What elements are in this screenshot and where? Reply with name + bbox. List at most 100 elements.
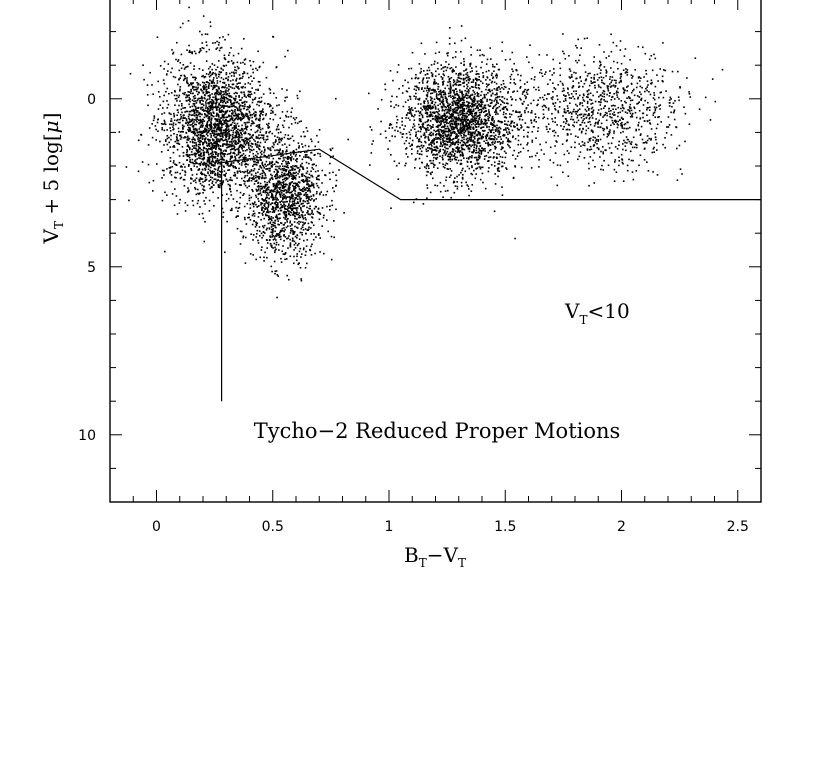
data-point [212, 79, 215, 81]
data-point [277, 209, 280, 212]
data-point [265, 200, 268, 202]
data-point [186, 81, 188, 83]
data-point [182, 92, 184, 95]
data-point [246, 169, 249, 171]
data-point [276, 125, 279, 128]
data-point [419, 153, 421, 155]
data-point [507, 120, 510, 123]
data-point [219, 182, 222, 185]
data-point [285, 149, 288, 151]
data-point [471, 155, 473, 157]
data-point [182, 152, 185, 154]
data-point [466, 137, 469, 140]
data-point [317, 170, 319, 172]
data-point [312, 168, 315, 170]
data-point [177, 60, 179, 63]
data-point [380, 120, 382, 123]
data-point [204, 113, 206, 115]
data-point [437, 126, 439, 128]
data-point [226, 126, 228, 128]
data-point [208, 95, 211, 97]
data-point [247, 116, 249, 118]
data-point [486, 113, 489, 115]
data-point [187, 187, 189, 189]
data-point [197, 86, 199, 89]
data-point [278, 180, 281, 182]
data-point [449, 83, 452, 85]
data-point [266, 123, 268, 126]
data-point [264, 155, 267, 157]
data-point [221, 97, 224, 99]
data-point [196, 116, 198, 119]
data-point [220, 77, 223, 79]
data-point [299, 221, 302, 223]
data-point [190, 88, 192, 91]
data-point [203, 82, 206, 84]
data-point [480, 105, 483, 108]
data-point [446, 111, 449, 114]
data-point [296, 122, 299, 125]
data-point [197, 140, 200, 142]
data-point [244, 131, 247, 133]
data-point [225, 112, 227, 114]
data-point [301, 143, 303, 145]
data-point [462, 153, 464, 156]
data-point [237, 117, 240, 119]
data-point [276, 218, 279, 220]
data-point [242, 61, 244, 64]
data-point [459, 105, 462, 107]
data-point [186, 82, 188, 84]
data-point [285, 212, 287, 214]
data-point [208, 75, 211, 78]
data-point [286, 196, 289, 198]
data-point [248, 199, 251, 202]
data-point [217, 162, 219, 165]
data-point [234, 166, 237, 169]
data-point [177, 118, 179, 121]
data-point [216, 123, 218, 126]
data-point [475, 147, 478, 150]
data-point [289, 173, 292, 176]
data-point [230, 123, 233, 126]
data-point [272, 197, 274, 199]
data-point [520, 74, 522, 77]
data-point [270, 189, 273, 191]
data-point [236, 122, 239, 125]
data-point [288, 213, 290, 215]
data-point [230, 109, 233, 111]
data-point [282, 178, 284, 181]
data-point [207, 85, 210, 88]
data-point [289, 184, 291, 186]
data-point [232, 162, 235, 164]
data-point [405, 147, 408, 149]
data-point [205, 151, 208, 154]
data-point [503, 133, 505, 136]
data-point [180, 116, 183, 118]
data-point [205, 166, 208, 168]
data-point [289, 244, 292, 246]
data-point [206, 81, 208, 83]
data-point [292, 211, 295, 213]
data-point [209, 132, 212, 135]
data-point [284, 96, 287, 99]
data-point [191, 52, 193, 55]
data-point [223, 116, 225, 119]
data-point [198, 131, 200, 134]
data-point [295, 117, 298, 119]
data-point [457, 141, 460, 143]
data-point [411, 77, 413, 80]
data-point [457, 94, 460, 96]
data-point [214, 92, 216, 95]
data-point [218, 103, 221, 106]
data-point [281, 144, 284, 146]
data-point [255, 188, 258, 191]
data-point [215, 138, 218, 140]
data-point [248, 172, 251, 174]
data-point [216, 66, 219, 68]
data-point [246, 72, 249, 75]
data-point [258, 147, 260, 150]
data-point [226, 116, 229, 118]
data-point [200, 106, 202, 109]
data-point [171, 67, 173, 70]
data-point [215, 159, 217, 162]
